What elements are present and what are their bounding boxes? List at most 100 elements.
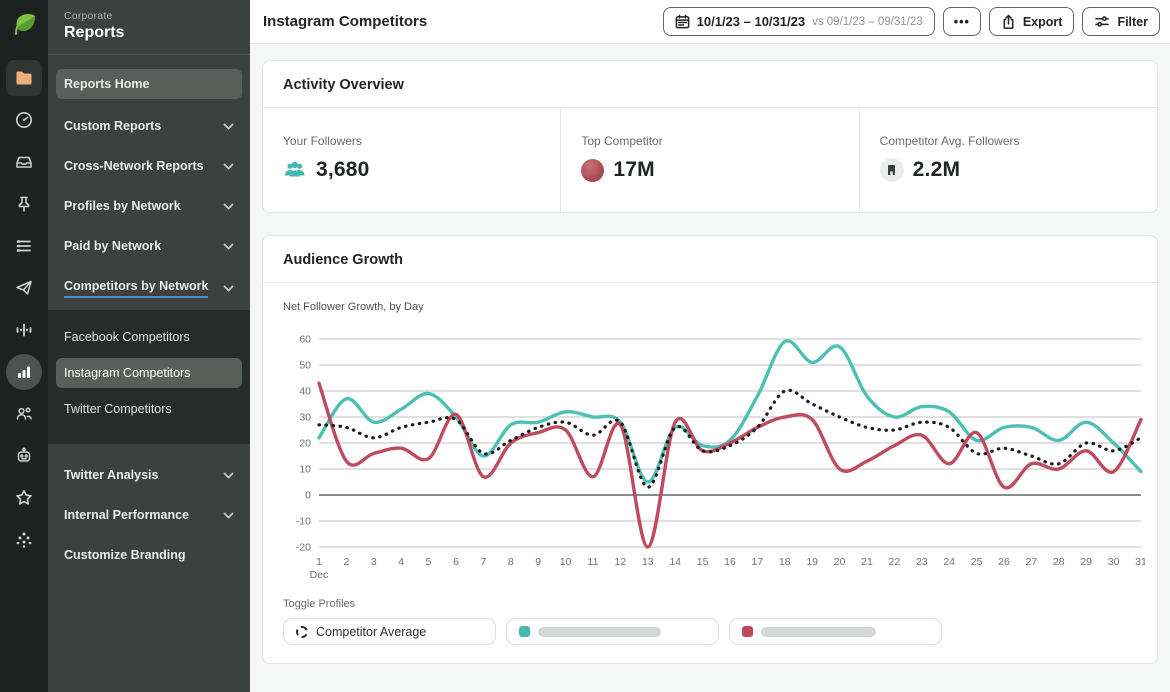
x-tick-label: 4: [398, 556, 404, 568]
redacted-profile-name: [761, 627, 876, 637]
y-tick-label: 30: [299, 412, 311, 424]
activity-overview-card: Activity Overview Your Followers 3,680 T…: [262, 60, 1158, 213]
toggle-competitor-1[interactable]: [506, 618, 719, 645]
x-tick-label: 17: [752, 556, 764, 568]
filter-button[interactable]: Filter: [1082, 7, 1160, 36]
icon-rail: [0, 0, 48, 692]
x-tick-label: 3: [371, 556, 377, 568]
reports-sidebar: Corporate Reports Reports Home Custom Re…: [48, 0, 250, 692]
sidebar-eyebrow: Corporate: [64, 10, 234, 22]
sidebar-item-customize-branding[interactable]: Customize Branding: [56, 540, 242, 570]
sidebar-item-instagram-competitors[interactable]: Instagram Competitors: [56, 358, 242, 388]
rail-send-icon[interactable]: [6, 270, 42, 306]
sidebar-item-profiles-by-network[interactable]: Profiles by Network: [56, 191, 242, 221]
sidebar-item-custom-reports[interactable]: Custom Reports: [56, 111, 242, 141]
x-tick-label: 14: [669, 556, 681, 568]
redacted-profile-name: [538, 627, 661, 637]
chevron-down-icon: [223, 512, 234, 519]
teal-swatch-icon: [519, 626, 530, 637]
y-tick-label: 0: [305, 490, 311, 502]
x-tick-label: 9: [535, 556, 541, 568]
rail-people-icon[interactable]: [6, 396, 42, 432]
x-tick-label: 26: [998, 556, 1010, 568]
y-tick-label: 40: [299, 386, 311, 398]
y-tick-label: -20: [296, 542, 311, 554]
x-tick-label: 13: [642, 556, 654, 568]
sidebar-item-cross-network-reports[interactable]: Cross-Network Reports: [56, 151, 242, 181]
red-swatch-icon: [742, 626, 753, 637]
toggle-competitor-2[interactable]: [729, 618, 942, 645]
x-tick-label: 10: [560, 556, 572, 568]
rail-folder-icon[interactable]: [6, 60, 42, 96]
x-tick-label: 24: [943, 556, 955, 568]
sidebar-item-competitors-by-network[interactable]: Competitors by Network: [56, 271, 242, 306]
chevron-down-icon: [223, 285, 234, 292]
toggle-profiles-label: Toggle Profiles: [283, 598, 1137, 610]
stat-top-competitor: Top Competitor 17M: [560, 108, 858, 212]
followers-group-icon: [283, 160, 307, 180]
audience-growth-chart: 6050403020100-10-20123456789101112131415…: [283, 327, 1145, 583]
chart-subtitle: Net Follower Growth, by Day: [283, 301, 1137, 313]
rail-bar-chart-icon[interactable]: [6, 354, 42, 390]
calendar-icon: [675, 14, 690, 29]
stat-your-followers: Your Followers 3,680: [263, 108, 560, 212]
month-label: Dec: [310, 569, 329, 581]
x-tick-label: 30: [1108, 556, 1120, 568]
chevron-down-icon: [223, 163, 234, 170]
export-icon: [1001, 14, 1016, 30]
chevron-down-icon: [223, 123, 234, 130]
chevron-down-icon: [223, 472, 234, 479]
y-tick-label: 50: [299, 360, 311, 372]
chevron-down-icon: [223, 203, 234, 210]
rail-waveform-icon[interactable]: [6, 312, 42, 348]
activity-overview-title: Activity Overview: [263, 61, 1157, 108]
rail-inbox-icon[interactable]: [6, 144, 42, 180]
sidebar-item-paid-by-network[interactable]: Paid by Network: [56, 231, 242, 261]
sprout-logo[interactable]: [10, 10, 38, 38]
toggle-competitor-average[interactable]: Competitor Average: [283, 618, 496, 645]
rail-dashboard-icon[interactable]: [6, 102, 42, 138]
competitor-red-avatar: [581, 159, 604, 182]
rail-bot-icon[interactable]: [6, 438, 42, 474]
more-options-button[interactable]: •••: [943, 7, 981, 36]
filter-sliders-icon: [1094, 14, 1110, 29]
page-title: Instagram Competitors: [263, 13, 427, 30]
series-line-competitor-1: [319, 341, 1141, 482]
x-tick-label: 12: [615, 556, 627, 568]
x-tick-label: 11: [588, 556, 599, 568]
chevron-down-icon: [223, 243, 234, 250]
competitors-subpanel: Facebook Competitors Instagram Competito…: [48, 310, 250, 444]
x-tick-label: 15: [697, 556, 709, 568]
date-range-button[interactable]: 10/1/23 – 10/31/23 vs 09/1/23 – 09/31/23: [663, 7, 935, 36]
sidebar-item-facebook-competitors[interactable]: Facebook Competitors: [56, 322, 242, 352]
y-tick-label: 20: [299, 438, 311, 450]
x-tick-label: 19: [806, 556, 818, 568]
sidebar-header: Corporate Reports: [48, 0, 250, 55]
x-tick-label: 21: [861, 556, 873, 568]
sidebar-item-reports-home[interactable]: Reports Home: [56, 69, 242, 99]
x-tick-label: 20: [834, 556, 846, 568]
export-button[interactable]: Export: [989, 7, 1075, 36]
rail-pin-icon[interactable]: [6, 186, 42, 222]
x-tick-label: 7: [480, 556, 486, 568]
rail-star-icon[interactable]: [6, 480, 42, 516]
x-tick-label: 23: [916, 556, 928, 568]
audience-growth-title: Audience Growth: [263, 236, 1157, 283]
x-tick-label: 28: [1053, 556, 1065, 568]
rail-list-icon[interactable]: [6, 228, 42, 264]
x-tick-label: 2: [343, 556, 349, 568]
x-tick-label: 22: [889, 556, 901, 568]
sidebar-title: Reports: [64, 24, 234, 42]
x-tick-label: 25: [971, 556, 983, 568]
x-tick-label: 6: [453, 556, 459, 568]
rail-integrations-icon[interactable]: [6, 522, 42, 558]
date-range-comparison: vs 09/1/23 – 09/31/23: [812, 16, 923, 28]
main-panel: Instagram Competitors 10/1/23 – 10/31/23…: [250, 0, 1170, 692]
sidebar-item-internal-performance[interactable]: Internal Performance: [56, 500, 242, 530]
sidebar-item-twitter-analysis[interactable]: Twitter Analysis: [56, 460, 242, 490]
x-tick-label: 29: [1080, 556, 1092, 568]
x-tick-label: 1: [316, 556, 322, 568]
audience-growth-card: Audience Growth Net Follower Growth, by …: [262, 235, 1158, 664]
date-range-primary: 10/1/23 – 10/31/23: [697, 14, 805, 29]
sidebar-item-twitter-competitors[interactable]: Twitter Competitors: [56, 394, 242, 424]
